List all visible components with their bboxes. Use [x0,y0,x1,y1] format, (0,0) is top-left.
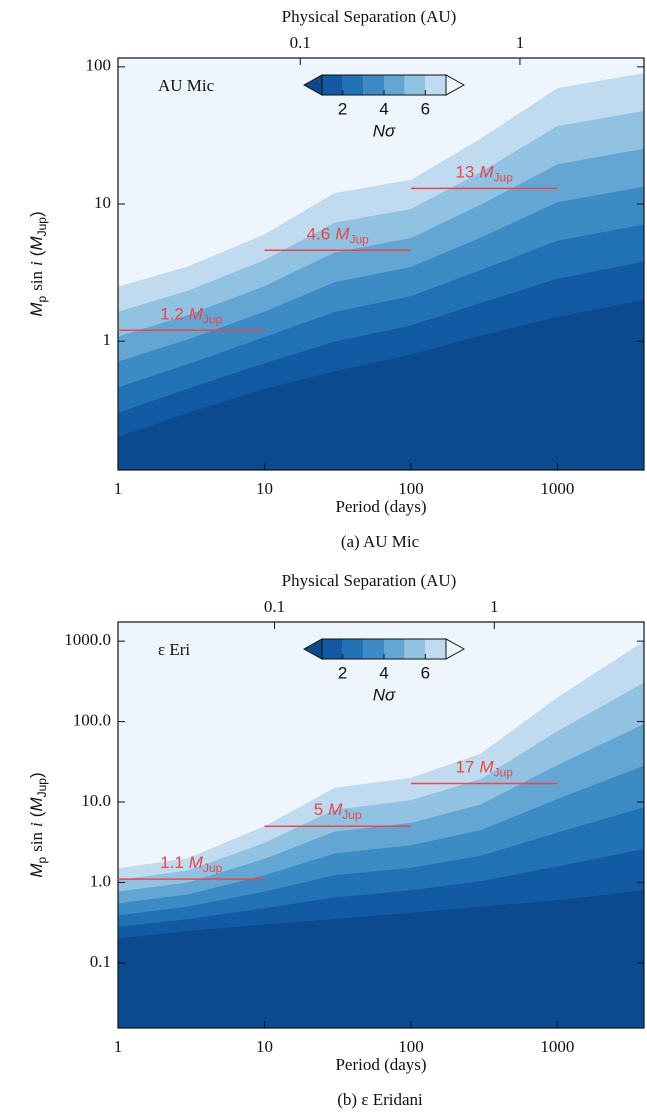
limit-unit: M [479,758,494,777]
colorbar-tick-label: 6 [421,99,430,118]
limit-unit-sub: Jup [494,766,514,780]
y-axis-label: Mpsini(MJup) [27,772,49,877]
y-tick-label: 100 [86,56,112,75]
y-tick-label: 1.0 [90,871,111,890]
colorbar-tick-label: 2 [338,99,347,118]
x-axis-label: Period (days) [335,497,426,516]
y-axis-label-part: M [27,236,46,251]
x2-tick-label: 0.1 [264,597,285,616]
y-axis-label-part: ) [27,772,46,778]
y-axis-label-part: sin [27,270,46,290]
y-axis-label-part: sin [27,831,46,851]
y-axis-label-part: M [27,863,46,878]
x-tick-label: 1000 [540,1037,574,1056]
colorbar-segment [322,75,343,95]
colorbar-segment [322,639,343,659]
limit-unit-sub: Jup [342,808,362,822]
colorbar-segment [363,639,384,659]
limit-unit-sub: Jup [494,171,514,185]
plot-area [118,58,644,470]
x2-tick-label: 1 [490,597,499,616]
limit-label: 1.2 MJup [160,305,222,327]
colorbar-segment [342,639,364,659]
limit-label: 5 MJup [314,801,362,823]
limit-unit: M [479,163,494,182]
colorbar-segment [425,639,446,659]
y-axis-label-part: p [35,856,49,863]
limit-value: 5 [314,801,323,820]
limit-label: 13 MJup [455,163,513,185]
limit-label: 17 MJup [455,758,513,780]
y-axis-label-part: p [35,295,49,302]
colorbar-segment [384,75,405,95]
limit-unit: M [328,801,343,820]
y-axis-label-part: i [27,261,46,266]
y-axis-label-part: i [27,822,46,827]
x-axis-label: Period (days) [335,1055,426,1074]
limit-unit: M [189,305,204,324]
limit-value: 1.1 [160,854,184,873]
limit-unit-sub: Jup [203,312,223,326]
y-tick-label: 10 [94,193,111,212]
colorbar-segment [404,75,426,95]
plot-area [118,622,644,1028]
x-tick-label: 1 [114,479,123,498]
x-tick-label: 1000 [540,479,574,498]
x2-axis-label: Physical Separation (AU) [282,571,457,590]
colorbar-segment [342,75,364,95]
limit-value: 17 [455,758,474,777]
y-axis-label-part: Jup [35,778,49,798]
x-tick-label: 1 [114,1037,123,1056]
colorbar-label: Nσ [373,121,396,140]
colorbar-tick-label: 4 [379,99,388,118]
limit-value: 1.2 [160,305,184,324]
y-tick-label: 10.0 [81,791,111,810]
star-label: AU Mic [158,76,215,95]
y-tick-label: 100.0 [73,710,111,729]
limit-unit-sub: Jup [349,232,369,246]
y-axis-label-part: M [27,797,46,812]
y-axis-label-part: Jup [35,217,49,237]
contour-region [118,622,644,869]
colorbar-segment [404,639,426,659]
colorbar-tick-label: 6 [421,663,430,682]
colorbar-tick-label: 4 [379,663,388,682]
y-axis-label: Mpsini(MJup) [27,211,49,316]
limit-label: 4.6 MJup [307,225,369,247]
plot-frame [117,621,645,1029]
colorbar-tick-label: 2 [338,663,347,682]
x2-axis-label: Physical Separation (AU) [282,7,457,26]
limit-value: 4.6 [307,225,331,244]
limit-unit: M [335,225,350,244]
panel: 1 10 100 1000 0.1 1 1000.0 100.0 10.0 1.0 0.1 Perio… [27,571,645,1109]
x-tick-label: 100 [398,479,424,498]
caption: (b) ε Eridani [337,1090,423,1109]
star-label: ε Eri [158,640,190,659]
y-tick-label: 1 [103,330,112,349]
x2-tick-label: 1 [516,33,525,52]
colorbar-segment [425,75,446,95]
y-axis-label-part: ) [27,211,46,217]
y-tick-label: 1000.0 [64,630,111,649]
x2-tick-label: 0.1 [290,33,311,52]
limit-label: 1.1 MJup [160,854,222,876]
x-tick-label: 10 [256,479,273,498]
x-tick-label: 100 [398,1037,424,1056]
y-tick-label: 0.1 [90,952,111,971]
contour-region [118,58,644,287]
caption: (a) AU Mic [341,532,420,551]
colorbar-segment [363,75,384,95]
plot-frame [117,57,645,471]
limit-unit-sub: Jup [203,861,223,875]
limit-value: 13 [455,163,474,182]
limit-unit: M [189,854,204,873]
y-axis-label-part: ( [27,250,46,256]
y-axis-label-part: ( [27,811,46,817]
x-tick-label: 10 [256,1037,273,1056]
y-axis-label-part: M [27,302,46,317]
colorbar-label: Nσ [373,685,396,704]
colorbar-segment [384,639,405,659]
